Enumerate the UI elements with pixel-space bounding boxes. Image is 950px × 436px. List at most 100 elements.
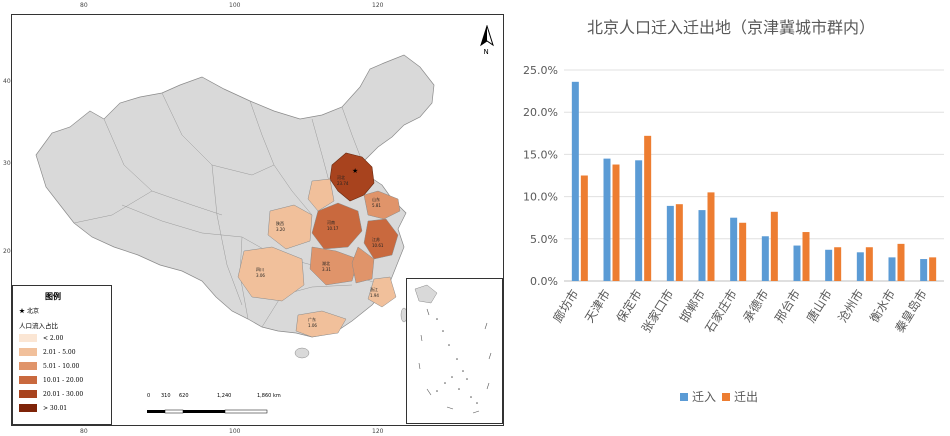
scale-labels: 0 310 620 1,240 1,860 km [147, 393, 281, 399]
capital-star-icon: ★ [352, 167, 358, 175]
region-shaanxi [267, 204, 313, 250]
legend-class: 2.01 - 5.00 [19, 348, 76, 356]
y-tick-label: 10.0% [523, 191, 558, 204]
china-map: ★ [35, 54, 435, 359]
bar-out [897, 243, 905, 281]
bar-in [635, 160, 643, 281]
bar-in [698, 210, 706, 281]
legend-swatch [19, 362, 37, 370]
map-left-tick: 40 [3, 78, 11, 85]
x-tick-label: 廊坊市 [550, 287, 582, 325]
legend-swatch [722, 393, 730, 401]
bar-in [888, 257, 896, 281]
bar-in [571, 81, 579, 281]
bar-out [580, 175, 588, 281]
bar-out [834, 247, 842, 281]
map-top-tick: 80 [80, 2, 88, 9]
bar-in [761, 236, 769, 281]
region-hubei [309, 246, 359, 286]
legend-class: > 30.01 [19, 404, 67, 412]
region-anhui [351, 246, 375, 284]
map-bottom-tick: 80 [80, 428, 88, 435]
x-tick-label: 承德市 [740, 287, 772, 325]
legend-subtitle: 人口流入占比 [19, 322, 58, 330]
x-tick-label: 唐山市 [803, 287, 835, 325]
svg-text:N: N [484, 48, 489, 55]
legend-class: < 2.00 [19, 334, 63, 342]
y-tick-label: 20.0% [523, 106, 558, 119]
legend-swatch [19, 390, 37, 398]
bar-chart: 25.0% 20.0% 15.0% 10.0% 5.0% 0.0%廊坊市 天津市 保定市张家口… [523, 64, 944, 404]
region-shanxi [307, 178, 335, 212]
x-tick-label: 邯郸市 [676, 287, 708, 325]
prov-label-hebei: 河北 23.74 [337, 175, 349, 186]
map-top-tick: 100 [229, 2, 241, 9]
x-tick-label: 沧州市 [835, 287, 867, 325]
x-tick-label: 天津市 [581, 287, 613, 325]
bar-in [920, 259, 928, 281]
south-china-sea-inset [406, 278, 503, 424]
bar-out [612, 164, 620, 281]
legend-capital: ★ 北京 [19, 308, 39, 315]
legend-swatch [19, 334, 37, 342]
x-tick-label: 秦皇岛市 [892, 287, 930, 336]
region-sichuan [237, 246, 305, 302]
legend-class: 10.01 - 20.00 [19, 376, 83, 384]
prov-label-henan: 河南 10.17 [327, 220, 339, 231]
bar-out [770, 211, 778, 281]
bar-in [603, 158, 611, 281]
legend-class: 5.01 - 10.00 [19, 362, 79, 370]
region-hebei [329, 152, 375, 202]
legend-swatch [19, 404, 37, 412]
prov-label-shandong: 山东 5.81 [372, 197, 381, 208]
legend-swatch [680, 393, 688, 401]
bar-in [856, 252, 864, 281]
chart-title: 北京人口迁入迁出地（京津冀城市群内） [586, 18, 875, 37]
inset-islands [414, 284, 492, 414]
y-tick-label: 0.0% [530, 275, 558, 288]
legend-label: 迁出 [734, 390, 758, 404]
prov-label-sichuan: 四川 3.06 [256, 267, 265, 278]
bar-out [675, 204, 683, 281]
bar-out [707, 192, 715, 281]
region-jiangsu [363, 218, 399, 260]
map-bottom-tick: 120 [372, 428, 384, 435]
scale-bar: 0 310 620 1,240 1,860 km [147, 393, 281, 421]
region-hainan [294, 347, 310, 359]
chart-panel: 北京人口迁入迁出地（京津冀城市群内） 25.0% 20.0% 15.0% 10.0% 5… [512, 0, 950, 436]
prov-label-jiangsu: 江苏 10.61 [372, 237, 384, 248]
map-legend: 图例 ★ 北京 人口流入占比 < 2.00 2.01 - 5.00 5.01 -… [12, 285, 112, 425]
map-left-tick: 30 [3, 160, 11, 167]
bar-in [825, 249, 833, 281]
map-bottom-tick: 100 [229, 428, 241, 435]
scale-bar-graphic [147, 409, 268, 414]
prov-label-shaanxi: 陕西 3.20 [276, 221, 285, 232]
region-henan [311, 202, 363, 250]
legend-title: 图例 [45, 291, 61, 301]
map-left-tick: 20 [3, 248, 11, 255]
legend-swatch [19, 348, 37, 356]
bar-in [730, 217, 738, 281]
y-tick-label: 5.0% [530, 233, 558, 246]
region-shandong [363, 190, 401, 220]
x-tick-label: 保定市 [613, 287, 645, 325]
region-guangdong [295, 310, 347, 338]
map-top-tick: 120 [372, 2, 384, 9]
x-tick-label: 邢台市 [771, 287, 803, 325]
x-tick-label: 石家庄市 [702, 287, 740, 336]
region-zhejiang [367, 276, 397, 308]
bar-in [666, 205, 674, 281]
bar-out [739, 222, 747, 281]
legend-label: 迁入 [692, 390, 716, 404]
bar-out [865, 247, 873, 281]
prov-label-hubei: 湖北 3.31 [322, 261, 331, 272]
bar-in [793, 245, 801, 281]
legend-class: 20.01 - 30.00 [19, 390, 83, 398]
prov-label-zhejiang: 浙江 1.94 [370, 287, 379, 298]
north-arrow-icon: N [480, 25, 494, 55]
y-tick-label: 25.0% [523, 64, 558, 77]
bar-out [929, 257, 937, 281]
x-tick-label: 衡水市 [866, 287, 898, 325]
bar-out [644, 135, 652, 281]
y-tick-label: 15.0% [523, 148, 558, 161]
